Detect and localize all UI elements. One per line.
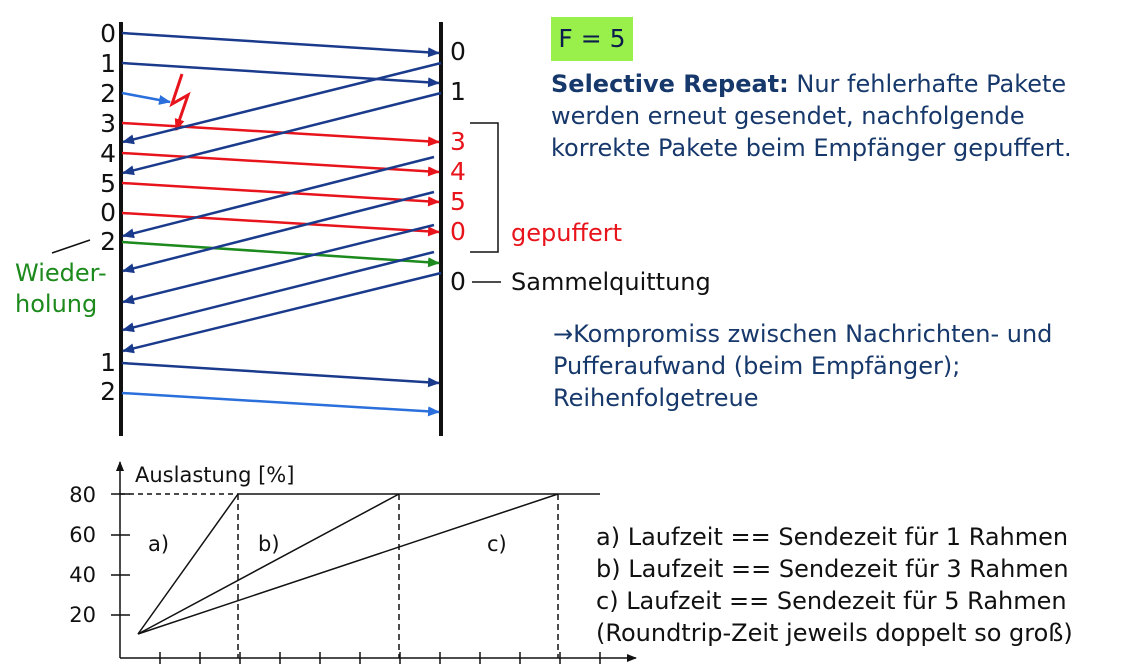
description-line2: werden erneut gesendet, nachfolgende (551, 102, 1025, 130)
receiver-label: 0 (450, 37, 466, 66)
description-line3: korrekte Pakete beim Empfänger gepuffert… (551, 134, 1072, 162)
frame-1 (121, 61, 440, 88)
ack-1 (122, 61, 442, 145)
ack-5 (122, 223, 435, 305)
description-text: Selective Repeat: Nur fehlerhafte Pakete… (551, 68, 1111, 164)
frame-2-retransmit (121, 240, 440, 268)
ack-7 (122, 271, 442, 354)
description-line: Selective Repeat: Nur fehlerhafte Pakete (551, 68, 1111, 100)
receiver-label: 5 (450, 187, 466, 216)
sender-label: 3 (100, 109, 116, 138)
frame-5 (121, 181, 440, 207)
retransmission-pointer (51, 239, 91, 254)
legend-item: (Roundtrip-Zeit jeweils doppelt so groß) (596, 619, 1073, 647)
description-line1: Nur fehlerhafte Pakete (788, 70, 1067, 98)
chart-legend: a) Laufzeit == Sendezeit für 1 Rahmen b)… (596, 521, 1116, 649)
sender-label: 4 (100, 139, 116, 168)
receiver-label: 3 (450, 127, 466, 156)
sender-label: 1 (100, 348, 116, 377)
sender-label: 0 (100, 198, 116, 227)
receiver-label: 0 (450, 267, 466, 296)
frame-1b (121, 361, 440, 388)
conclusion-line2: Pufferaufwand (beim Empfänger); (553, 352, 961, 380)
sender-label: 0 (100, 19, 116, 48)
collective-ack-label: Sammelquittung (511, 268, 711, 296)
receiver-label: 0 (450, 217, 466, 246)
curve-b (137, 493, 400, 635)
window-size-badge: F = 5 (551, 17, 633, 61)
curve-label: c) (487, 532, 507, 556)
y-tick-label: 60 (69, 523, 96, 547)
ack-6 (122, 250, 435, 333)
receiver-label: 1 (450, 77, 466, 106)
conclusion-text: →Kompromiss zwischen Nachrichten- und Pu… (553, 318, 1113, 414)
legend-item: a) Laufzeit == Sendezeit für 1 Rahmen (596, 523, 1069, 551)
utilization-chart: Auslastung [%] 80 60 40 20 (69, 461, 637, 664)
curve-c (137, 493, 559, 635)
sender-label: 5 (100, 169, 116, 198)
ack-3 (122, 155, 435, 239)
curve-label: a) (148, 532, 169, 556)
y-tick-label: 80 (69, 483, 96, 507)
frame-0 (121, 31, 440, 58)
receiver-label: 4 (450, 157, 466, 186)
conclusion-line1: →Kompromiss zwischen Nachrichten- und (553, 320, 1053, 348)
frame-2b (121, 391, 440, 417)
frame-2-lost (121, 91, 171, 105)
sender-label: 1 (100, 49, 116, 78)
legend-item: b) Laufzeit == Sendezeit für 3 Rahmen (596, 555, 1069, 583)
ack-4 (122, 190, 435, 274)
curve-label: b) (258, 532, 280, 556)
sender-label: 2 (100, 377, 116, 406)
sender-label: 2 (100, 79, 116, 108)
buffered-label: gepuffert (511, 219, 622, 247)
retransmission-label: holung (15, 290, 97, 318)
ack-2 (122, 91, 442, 176)
y-tick-label: 20 (69, 603, 96, 627)
retransmission-label: Wieder- (15, 259, 107, 287)
y-tick-label: 40 (69, 563, 96, 587)
loss-bolt-icon (169, 73, 191, 131)
sender-label: 2 (100, 227, 116, 256)
description-title: Selective Repeat: (551, 70, 789, 98)
buffer-bracket (470, 122, 499, 253)
conclusion-line3: Reihenfolgetreue (553, 384, 759, 412)
curve-a (137, 493, 239, 635)
frame-0b (121, 211, 440, 237)
y-axis-label: Auslastung [%] (135, 463, 294, 487)
legend-item: c) Laufzeit == Sendezeit für 5 Rahmen (596, 587, 1067, 615)
